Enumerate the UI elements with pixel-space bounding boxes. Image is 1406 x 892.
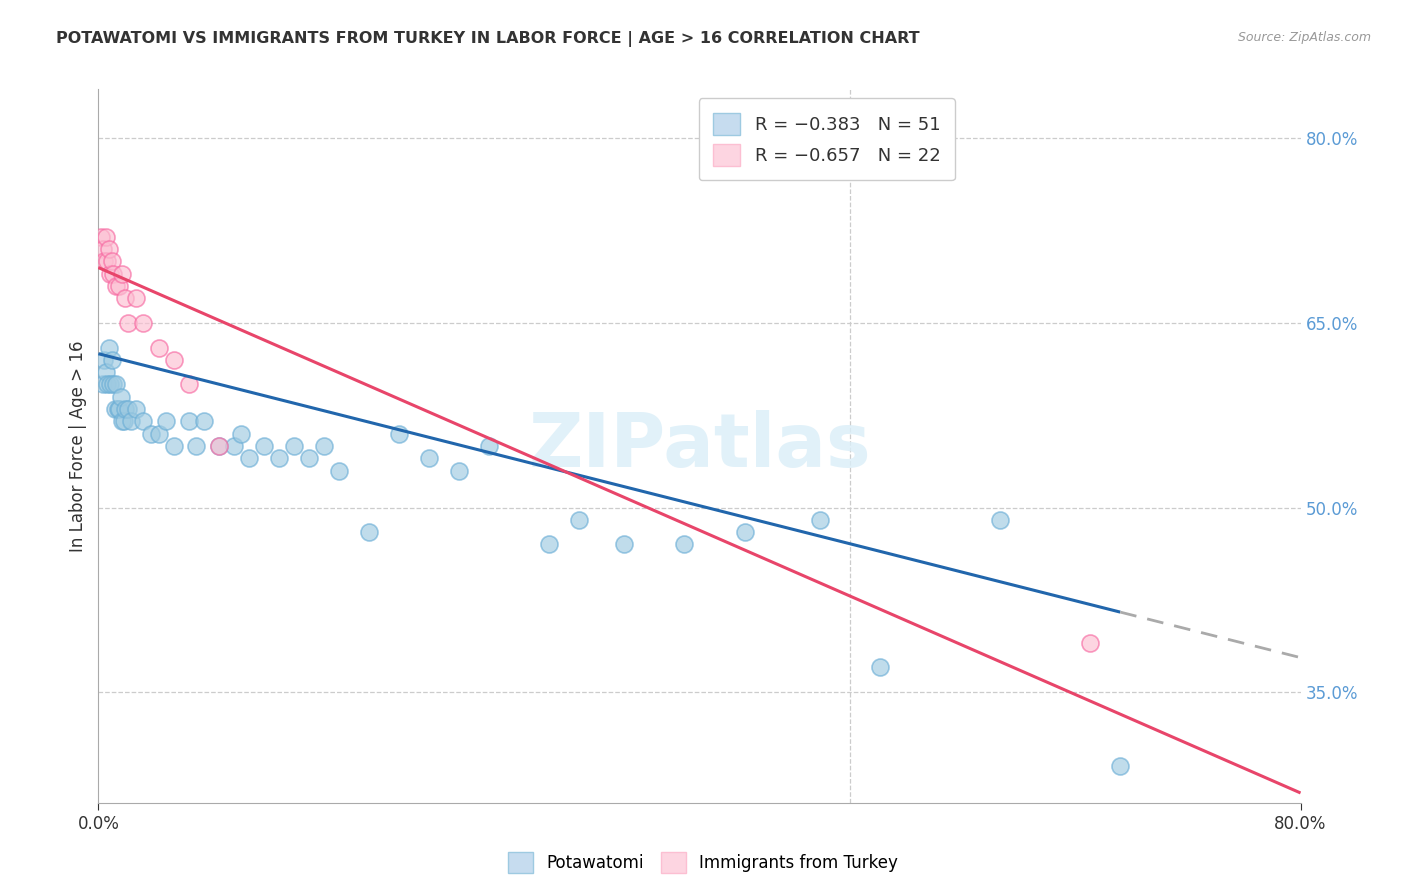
Point: [93, 254, 115, 268]
Point: [447, 464, 470, 478]
Point: [478, 439, 501, 453]
Text: Source: ZipAtlas.com: Source: ZipAtlas.com: [1237, 31, 1371, 45]
Point: [177, 414, 200, 428]
Point: [101, 254, 124, 268]
Point: [208, 439, 231, 453]
Point: [808, 513, 831, 527]
Point: [162, 352, 184, 367]
Point: [114, 291, 136, 305]
Point: [103, 267, 125, 281]
Point: [90, 230, 112, 244]
Point: [357, 525, 380, 540]
Point: [132, 316, 155, 330]
Point: [538, 537, 561, 551]
Point: [96, 377, 118, 392]
Point: [673, 537, 696, 551]
Legend: R = −0.383   N = 51, R = −0.657   N = 22: R = −0.383 N = 51, R = −0.657 N = 22: [699, 98, 955, 180]
Point: [1139, 808, 1161, 822]
Point: [231, 426, 253, 441]
Point: [148, 426, 170, 441]
Y-axis label: In Labor Force | Age > 16: In Labor Force | Age > 16: [69, 340, 87, 552]
Point: [139, 426, 162, 441]
Point: [97, 242, 120, 256]
Point: [93, 352, 115, 367]
Point: [96, 254, 118, 268]
Point: [155, 414, 177, 428]
Point: [312, 439, 335, 453]
Point: [298, 451, 321, 466]
Point: [108, 279, 131, 293]
Point: [613, 537, 636, 551]
Point: [111, 267, 134, 281]
Point: [388, 426, 411, 441]
Point: [162, 439, 184, 453]
Point: [328, 464, 350, 478]
Point: [1078, 636, 1101, 650]
Point: [101, 352, 124, 367]
Point: [148, 341, 170, 355]
Point: [125, 291, 148, 305]
Point: [238, 451, 260, 466]
Point: [869, 660, 891, 674]
Point: [208, 439, 231, 453]
Point: [283, 439, 305, 453]
Point: [1109, 759, 1132, 773]
Point: [125, 402, 148, 417]
Point: [94, 365, 117, 379]
Point: [105, 279, 128, 293]
Point: [121, 414, 143, 428]
Point: [132, 414, 155, 428]
Point: [177, 377, 200, 392]
Point: [107, 402, 129, 417]
Point: [105, 377, 128, 392]
Point: [111, 414, 134, 428]
Point: [97, 341, 120, 355]
Point: [184, 439, 207, 453]
Point: [114, 402, 136, 417]
Point: [418, 451, 440, 466]
Point: [91, 242, 114, 256]
Point: [100, 377, 122, 392]
Point: [104, 402, 127, 417]
Point: [267, 451, 290, 466]
Point: [193, 414, 215, 428]
Point: [568, 513, 591, 527]
Point: [117, 402, 139, 417]
Point: [100, 267, 122, 281]
Point: [108, 402, 131, 417]
Legend: Potawatomi, Immigrants from Turkey: Potawatomi, Immigrants from Turkey: [502, 846, 904, 880]
Point: [103, 377, 125, 392]
Point: [117, 316, 139, 330]
Point: [734, 525, 756, 540]
Point: [253, 439, 276, 453]
Text: POTAWATOMI VS IMMIGRANTS FROM TURKEY IN LABOR FORCE | AGE > 16 CORRELATION CHART: POTAWATOMI VS IMMIGRANTS FROM TURKEY IN …: [56, 31, 920, 47]
Point: [988, 513, 1011, 527]
Point: [222, 439, 245, 453]
Text: ZIPatlas: ZIPatlas: [529, 409, 870, 483]
Point: [91, 377, 114, 392]
Point: [110, 390, 132, 404]
Point: [112, 414, 135, 428]
Point: [94, 230, 117, 244]
